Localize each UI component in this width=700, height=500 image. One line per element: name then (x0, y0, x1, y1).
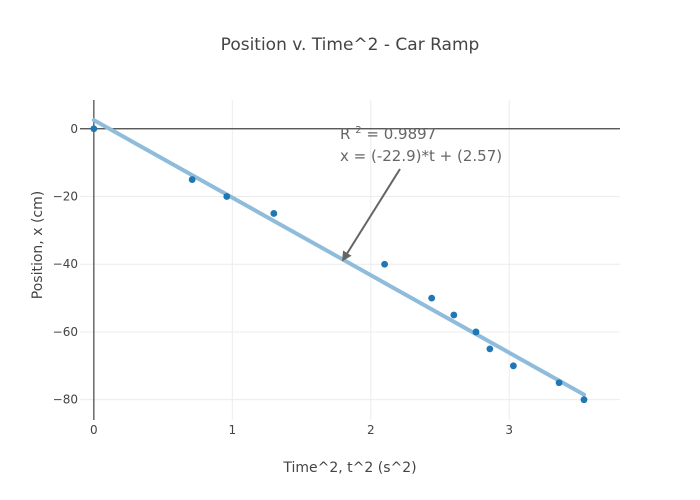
regression-annotation: R 2 = 0.9897 x = (-22.9)*t + (2.57) (340, 119, 502, 262)
x-axis-label: Time^2, t^2 (s^2) (282, 460, 416, 476)
data-point-1 (188, 176, 196, 183)
r-squared-label: R 2 = 0.9897 (340, 119, 436, 143)
data-point-4 (381, 260, 389, 268)
data-point-9 (509, 362, 517, 370)
data-point-8 (486, 345, 494, 353)
data-point-3 (270, 210, 278, 217)
data-point-7 (472, 328, 480, 336)
x-tick-label: 0 (90, 423, 98, 437)
data-point-6 (450, 311, 458, 319)
y-axis-label: Position, x (cm) (30, 191, 46, 299)
fit-equation-label: x = (-22.9)*t + (2.57) (340, 147, 502, 165)
y-tick-label: −40 (53, 257, 78, 271)
tick-labels-layer: 0 1 2 3 0 −20 −40 −60 −80 (53, 122, 513, 437)
x-tick-label: 2 (367, 423, 375, 437)
data-point-0 (90, 125, 98, 133)
scatter-points-layer (90, 125, 588, 404)
data-point-11 (580, 396, 588, 404)
data-point-2 (223, 193, 231, 200)
fit-line-layer (91, 118, 586, 397)
best-fit-line (91, 118, 586, 397)
y-tick-label: −60 (53, 325, 78, 339)
annotation-arrow (342, 168, 401, 262)
y-tick-label: 0 (70, 122, 78, 136)
axes (80, 100, 620, 420)
y-tick-label: −80 (53, 393, 78, 407)
data-point-5 (428, 294, 436, 302)
x-tick-label: 3 (505, 423, 513, 437)
y-tick-label: −20 (53, 190, 78, 204)
chart-title: Position v. Time^2 - Car Ramp (221, 35, 480, 55)
data-point-10 (555, 379, 563, 387)
x-tick-label: 1 (228, 423, 236, 437)
